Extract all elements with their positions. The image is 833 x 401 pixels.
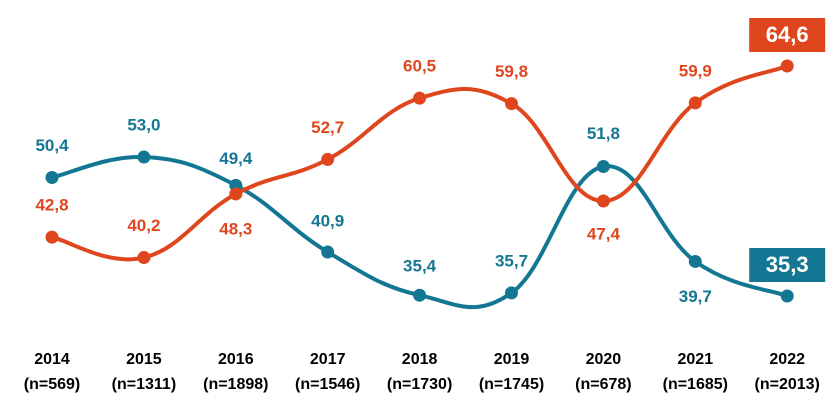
data-label: 53,0 bbox=[127, 116, 160, 135]
x-tick-note: (n=1745) bbox=[479, 376, 544, 393]
point bbox=[229, 187, 243, 201]
x-tick-note: (n=2013) bbox=[755, 376, 820, 393]
data-label: 40,2 bbox=[127, 216, 160, 235]
data-label: 42,8 bbox=[35, 196, 68, 215]
data-label: 35,4 bbox=[403, 257, 437, 276]
data-label: 35,3 bbox=[766, 252, 809, 277]
x-tick-label: 2019 bbox=[494, 351, 530, 368]
x-tick-note: (n=1546) bbox=[295, 376, 360, 393]
point bbox=[413, 91, 427, 105]
data-label: 39,7 bbox=[679, 287, 712, 306]
x-tick-label: 2020 bbox=[586, 351, 622, 368]
x-tick-label: 2018 bbox=[402, 351, 438, 368]
x-tick-note: (n=1730) bbox=[387, 376, 452, 393]
data-label: 47,4 bbox=[587, 225, 621, 244]
data-label: 40,9 bbox=[311, 212, 344, 231]
label-box bbox=[749, 248, 826, 282]
point bbox=[321, 245, 335, 259]
data-label: 49,4 bbox=[219, 149, 253, 168]
point bbox=[688, 254, 702, 268]
point bbox=[137, 251, 151, 265]
point bbox=[688, 96, 702, 110]
x-tick-label: 2017 bbox=[310, 351, 346, 368]
data-label: 59,9 bbox=[679, 61, 712, 80]
data-label: 52,7 bbox=[311, 118, 344, 137]
point bbox=[596, 194, 610, 208]
point bbox=[505, 286, 518, 300]
point bbox=[321, 152, 335, 166]
point bbox=[45, 230, 59, 244]
x-tick-note: (n=569) bbox=[24, 376, 80, 393]
x-tick-note: (n=1311) bbox=[112, 376, 176, 393]
point bbox=[137, 150, 151, 164]
x-tick-label: 2021 bbox=[678, 351, 714, 368]
point bbox=[780, 59, 794, 73]
point bbox=[413, 288, 427, 302]
point bbox=[45, 170, 59, 184]
x-tick-label: 2015 bbox=[126, 351, 162, 368]
x-tick-label: 2016 bbox=[218, 351, 254, 368]
data-label: 50,4 bbox=[35, 136, 69, 155]
data-label: 35,7 bbox=[495, 251, 528, 270]
data-label: 59,8 bbox=[495, 62, 528, 81]
x-tick-note: (n=678) bbox=[575, 376, 631, 393]
x-tick-label: 2014 bbox=[34, 351, 70, 368]
x-tick-note: (n=1898) bbox=[203, 376, 268, 393]
point bbox=[505, 97, 518, 111]
point bbox=[780, 289, 794, 303]
data-label: 51,8 bbox=[587, 124, 620, 143]
line bbox=[51, 155, 788, 310]
data-label: 64,6 bbox=[766, 22, 809, 47]
data-label: 48,3 bbox=[219, 219, 252, 238]
x-tick-note: (n=1685) bbox=[663, 376, 728, 393]
x-tick-label: 2022 bbox=[769, 351, 805, 368]
data-label: 60,5 bbox=[403, 57, 436, 76]
label-box bbox=[749, 18, 826, 52]
point bbox=[596, 159, 610, 173]
